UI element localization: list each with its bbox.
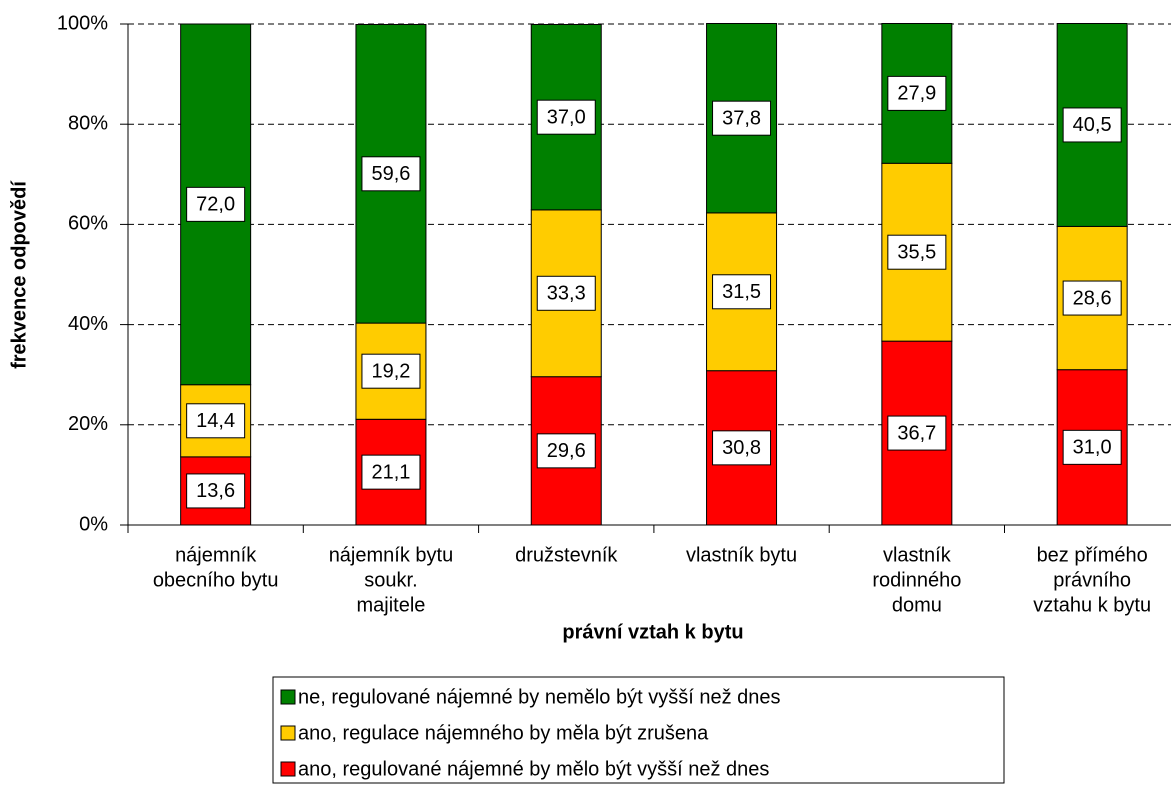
value-label-box <box>361 156 421 192</box>
value-label-box <box>712 274 772 310</box>
value-label: 72,0 <box>196 194 235 216</box>
value-label-box <box>536 275 596 311</box>
value-label: 36,7 <box>897 422 936 444</box>
value-label-box <box>887 415 947 451</box>
x-tick-label: bez přímého <box>1037 544 1148 566</box>
legend-label: ano, regulované nájemné by mělo být vyšš… <box>298 758 769 780</box>
value-label: 30,8 <box>722 437 761 459</box>
value-label: 31,5 <box>722 281 761 303</box>
x-axis-title: právní vztah k bytu <box>562 621 743 643</box>
value-label: 14,4 <box>196 410 235 432</box>
value-label-box <box>186 473 246 509</box>
value-label-box <box>536 433 596 469</box>
value-label: 37,8 <box>722 107 761 129</box>
value-label-box <box>1062 280 1122 316</box>
value-label: 13,6 <box>196 480 235 502</box>
y-tick-label: 40% <box>68 313 108 335</box>
value-label: 29,6 <box>547 440 586 462</box>
legend-label: ne, regulované nájemné by nemělo být vyš… <box>298 686 781 708</box>
value-label-box <box>887 75 947 111</box>
x-tick-label: domu <box>892 594 942 616</box>
legend-swatch <box>280 725 296 741</box>
x-tick-label: rodinného <box>872 569 961 591</box>
legend-swatch <box>280 689 296 705</box>
value-label: 21,1 <box>371 461 410 483</box>
value-label: 19,2 <box>371 360 410 382</box>
value-label: 33,3 <box>547 283 586 305</box>
value-label-box <box>536 99 596 135</box>
y-tick-label: 80% <box>68 112 108 134</box>
value-label: 27,9 <box>897 83 936 105</box>
y-tick-label: 0% <box>79 513 108 535</box>
x-tick-label: nájemník <box>175 544 257 566</box>
value-label-box <box>361 454 421 490</box>
y-tick-label: 60% <box>68 213 108 235</box>
x-tick-label: družstevník <box>515 544 618 566</box>
value-label: 31,0 <box>1073 437 1112 459</box>
legend-label: ano, regulace nájemného by měla být zruš… <box>298 722 709 744</box>
value-label: 28,6 <box>1073 287 1112 309</box>
x-tick-label: soukr. <box>364 569 417 591</box>
x-tick-label: vlastník bytu <box>686 544 797 566</box>
value-label: 37,0 <box>547 106 586 128</box>
value-label-box <box>1062 429 1122 465</box>
value-label-box <box>186 186 246 222</box>
y-axis-title: frekvence odpovědí <box>8 180 30 369</box>
value-label-box <box>712 430 772 466</box>
legend-box <box>272 676 1005 784</box>
x-tick-label: nájemník bytu <box>329 544 454 566</box>
value-label: 59,6 <box>371 163 410 185</box>
value-label-box <box>887 234 947 270</box>
value-label-box <box>186 403 246 439</box>
legend-swatch <box>280 761 296 777</box>
value-label-box <box>712 100 772 136</box>
y-tick-label: 20% <box>68 413 108 435</box>
x-tick-label: vlastník <box>883 544 952 566</box>
value-label: 35,5 <box>897 241 936 263</box>
x-tick-label: obecního bytu <box>153 569 279 591</box>
x-tick-label: vztahu k bytu <box>1033 594 1151 616</box>
value-label: 40,5 <box>1073 114 1112 136</box>
x-tick-label: právního <box>1053 569 1131 591</box>
value-label-box <box>1062 107 1122 143</box>
value-label-box <box>361 353 421 389</box>
x-tick-label: majitele <box>356 594 425 616</box>
y-tick-label: 100% <box>57 12 108 34</box>
